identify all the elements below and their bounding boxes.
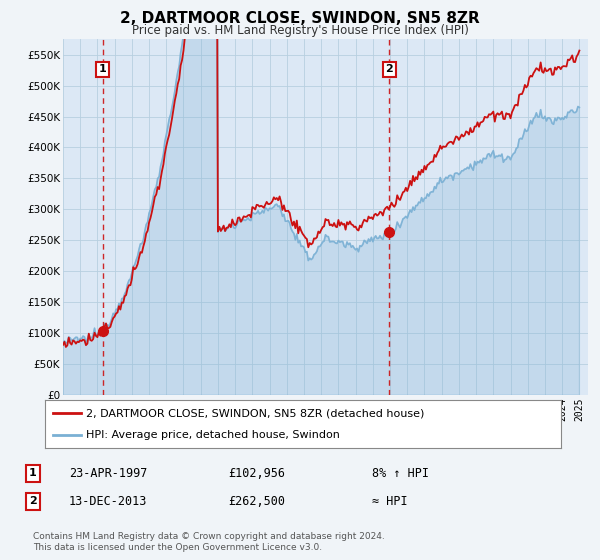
Text: Contains HM Land Registry data © Crown copyright and database right 2024.: Contains HM Land Registry data © Crown c…	[33, 532, 385, 541]
Text: 2: 2	[29, 496, 37, 506]
Text: 13-DEC-2013: 13-DEC-2013	[69, 494, 148, 508]
Text: 1: 1	[29, 468, 37, 478]
Text: 2, DARTMOOR CLOSE, SWINDON, SN5 8ZR (detached house): 2, DARTMOOR CLOSE, SWINDON, SN5 8ZR (det…	[86, 408, 425, 418]
Text: 8% ↑ HPI: 8% ↑ HPI	[372, 466, 429, 480]
Text: 2: 2	[385, 64, 393, 74]
Text: 23-APR-1997: 23-APR-1997	[69, 466, 148, 480]
Text: This data is licensed under the Open Government Licence v3.0.: This data is licensed under the Open Gov…	[33, 543, 322, 552]
Text: £102,956: £102,956	[228, 466, 285, 480]
Text: 2, DARTMOOR CLOSE, SWINDON, SN5 8ZR: 2, DARTMOOR CLOSE, SWINDON, SN5 8ZR	[120, 11, 480, 26]
Text: £262,500: £262,500	[228, 494, 285, 508]
Text: ≈ HPI: ≈ HPI	[372, 494, 407, 508]
Text: Price paid vs. HM Land Registry's House Price Index (HPI): Price paid vs. HM Land Registry's House …	[131, 24, 469, 36]
Text: HPI: Average price, detached house, Swindon: HPI: Average price, detached house, Swin…	[86, 430, 340, 440]
Text: 1: 1	[99, 64, 107, 74]
